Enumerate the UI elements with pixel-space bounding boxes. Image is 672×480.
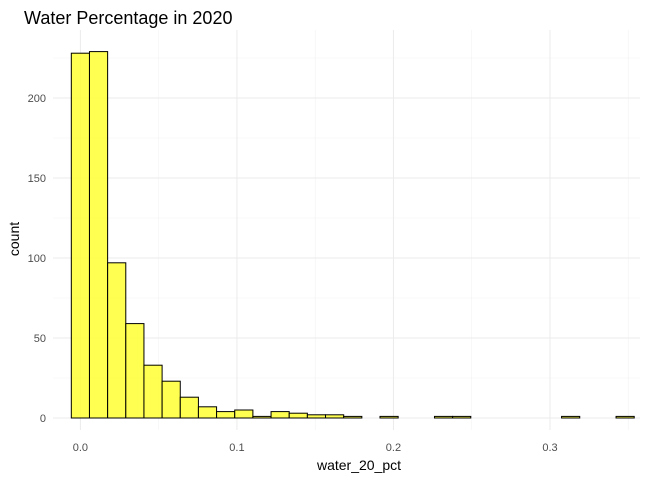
histogram-bar xyxy=(561,415,581,419)
histogram-bar xyxy=(615,415,635,419)
histogram-bar xyxy=(325,414,345,419)
histogram-bar xyxy=(379,415,399,419)
x-tick-label: 0.2 xyxy=(386,442,401,454)
histogram-bar xyxy=(143,364,163,419)
histogram-bar xyxy=(179,396,199,419)
histogram-bar xyxy=(197,406,218,419)
histogram-bar xyxy=(433,415,454,419)
histogram-bar xyxy=(234,409,254,419)
histogram-bar xyxy=(216,411,236,419)
x-tick-label: 0.3 xyxy=(542,442,557,454)
histogram-bars xyxy=(70,51,635,419)
x-axis-tick-labels: 0.0 0.1 0.2 0.3 xyxy=(73,442,558,454)
histogram-bar xyxy=(161,380,181,419)
histogram-bar xyxy=(343,415,363,419)
y-tick-label: 200 xyxy=(28,93,46,105)
histogram-bar xyxy=(288,412,308,419)
histogram-bar xyxy=(70,52,90,419)
y-tick-label: 150 xyxy=(28,173,46,185)
y-tick-label: 100 xyxy=(28,253,46,265)
histogram-bar xyxy=(270,411,290,419)
y-axis-title: count xyxy=(6,222,22,256)
y-tick-label: 50 xyxy=(34,333,46,345)
x-axis-title: water_20_pct xyxy=(316,457,401,473)
x-tick-label: 0.1 xyxy=(229,442,244,454)
histogram-bar xyxy=(107,262,127,419)
histogram-bar xyxy=(452,415,472,419)
x-tick-label: 0.0 xyxy=(73,442,88,454)
y-tick-label: 0 xyxy=(40,413,46,425)
histogram-bar xyxy=(88,51,109,419)
histogram-bar xyxy=(252,415,272,419)
y-axis-tick-labels: 0 50 100 150 200 xyxy=(28,93,46,425)
histogram-bar xyxy=(125,323,145,419)
histogram-bar xyxy=(306,414,327,419)
chart-title: Water Percentage in 2020 xyxy=(24,8,232,28)
